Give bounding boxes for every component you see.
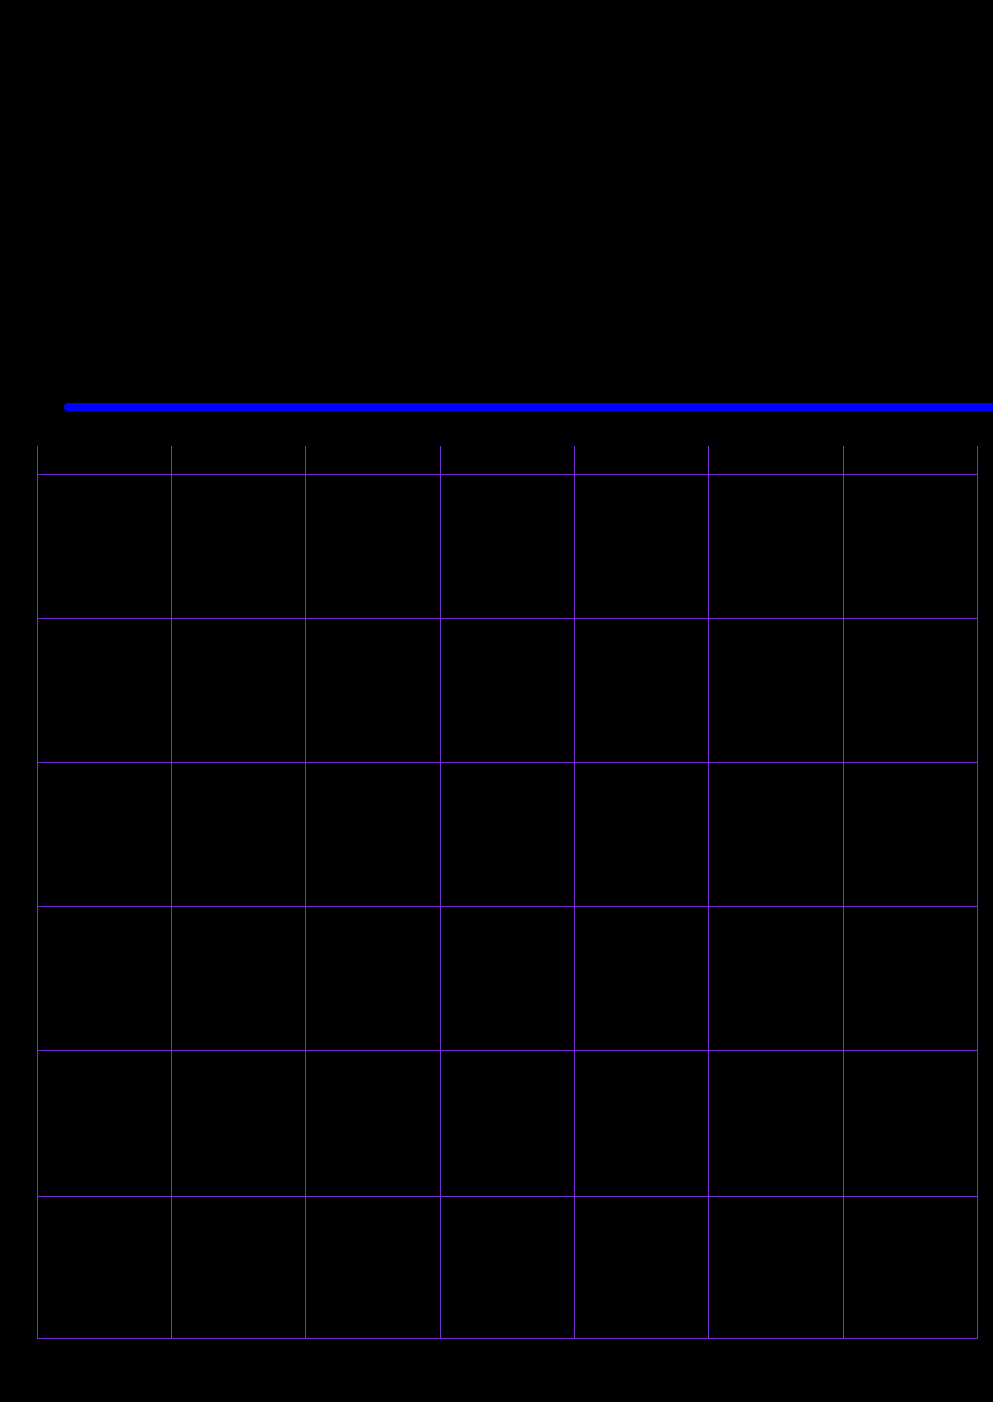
day-cell — [171, 1197, 305, 1339]
day-cell — [708, 763, 843, 907]
day-cell — [440, 907, 574, 1051]
day-cell — [305, 763, 440, 907]
day-cell — [574, 907, 708, 1051]
weekday-header-cell — [708, 446, 843, 475]
day-cell — [37, 763, 171, 907]
weekday-header-cell — [171, 446, 305, 475]
day-cell — [37, 1051, 171, 1197]
day-cell — [37, 619, 171, 763]
day-cell — [843, 907, 978, 1051]
day-cell — [843, 1051, 978, 1197]
weekday-header-cell — [37, 446, 171, 475]
weekday-header-cell — [574, 446, 708, 475]
weekday-header-cell — [305, 446, 440, 475]
day-cell — [708, 1197, 843, 1339]
day-cell — [440, 1051, 574, 1197]
day-cell — [171, 475, 305, 619]
calendar-grid — [37, 446, 978, 1339]
day-cell — [440, 1197, 574, 1339]
day-cell — [708, 907, 843, 1051]
day-cell — [574, 1197, 708, 1339]
day-cell — [708, 475, 843, 619]
accent-rule — [64, 403, 993, 411]
day-cell — [171, 619, 305, 763]
day-cell — [37, 1197, 171, 1339]
day-cell — [305, 907, 440, 1051]
day-cell — [171, 907, 305, 1051]
day-cell — [843, 763, 978, 907]
day-cell — [305, 1197, 440, 1339]
weekday-header-cell — [440, 446, 574, 475]
day-cell — [708, 1051, 843, 1197]
day-cell — [37, 907, 171, 1051]
weekday-header-cell — [843, 446, 978, 475]
day-cell — [171, 763, 305, 907]
day-cell — [574, 1051, 708, 1197]
day-cell — [843, 1197, 978, 1339]
day-cell — [440, 619, 574, 763]
day-cell — [574, 475, 708, 619]
day-cell — [305, 1051, 440, 1197]
day-cell — [440, 763, 574, 907]
day-cell — [843, 619, 978, 763]
day-cell — [574, 763, 708, 907]
day-cell — [305, 475, 440, 619]
day-cell — [440, 475, 574, 619]
day-cell — [708, 619, 843, 763]
calendar-header-area — [0, 0, 993, 380]
day-cell — [843, 475, 978, 619]
day-cell — [171, 1051, 305, 1197]
day-cell — [574, 619, 708, 763]
day-cell — [37, 475, 171, 619]
day-cell — [305, 619, 440, 763]
